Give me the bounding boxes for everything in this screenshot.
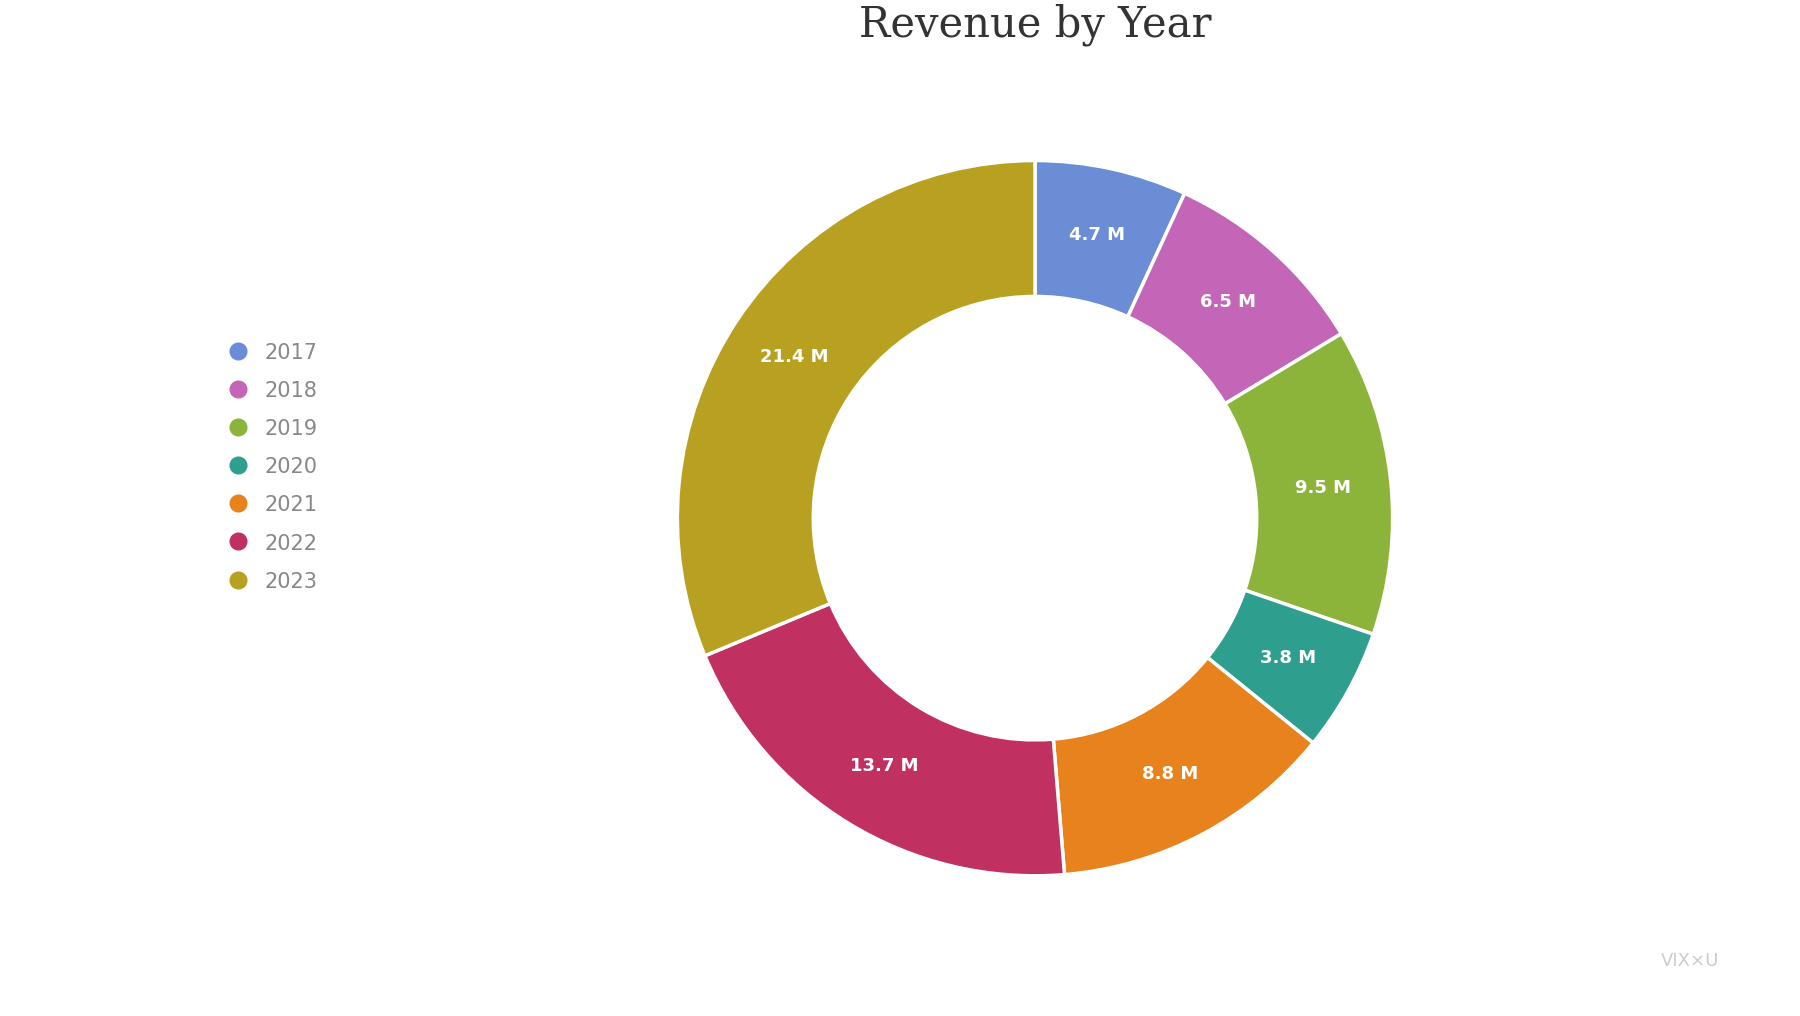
Wedge shape	[677, 161, 1035, 655]
Wedge shape	[1226, 333, 1393, 634]
Wedge shape	[706, 604, 1064, 876]
Text: 6.5 M: 6.5 M	[1201, 294, 1256, 311]
Title: Revenue by Year: Revenue by Year	[859, 3, 1211, 46]
Wedge shape	[1208, 590, 1373, 743]
Text: 13.7 M: 13.7 M	[850, 757, 918, 774]
Text: 4.7 M: 4.7 M	[1069, 227, 1125, 244]
Wedge shape	[1035, 161, 1184, 317]
Text: 21.4 M: 21.4 M	[760, 348, 828, 367]
Text: 3.8 M: 3.8 M	[1260, 649, 1316, 668]
Text: 9.5 M: 9.5 M	[1294, 479, 1352, 497]
Text: VIX×U: VIX×U	[1661, 952, 1719, 970]
Wedge shape	[1053, 657, 1314, 875]
Wedge shape	[1129, 193, 1341, 403]
Legend: 2017, 2018, 2019, 2020, 2021, 2022, 2023: 2017, 2018, 2019, 2020, 2021, 2022, 2023	[223, 332, 328, 602]
Text: 8.8 M: 8.8 M	[1143, 765, 1199, 783]
